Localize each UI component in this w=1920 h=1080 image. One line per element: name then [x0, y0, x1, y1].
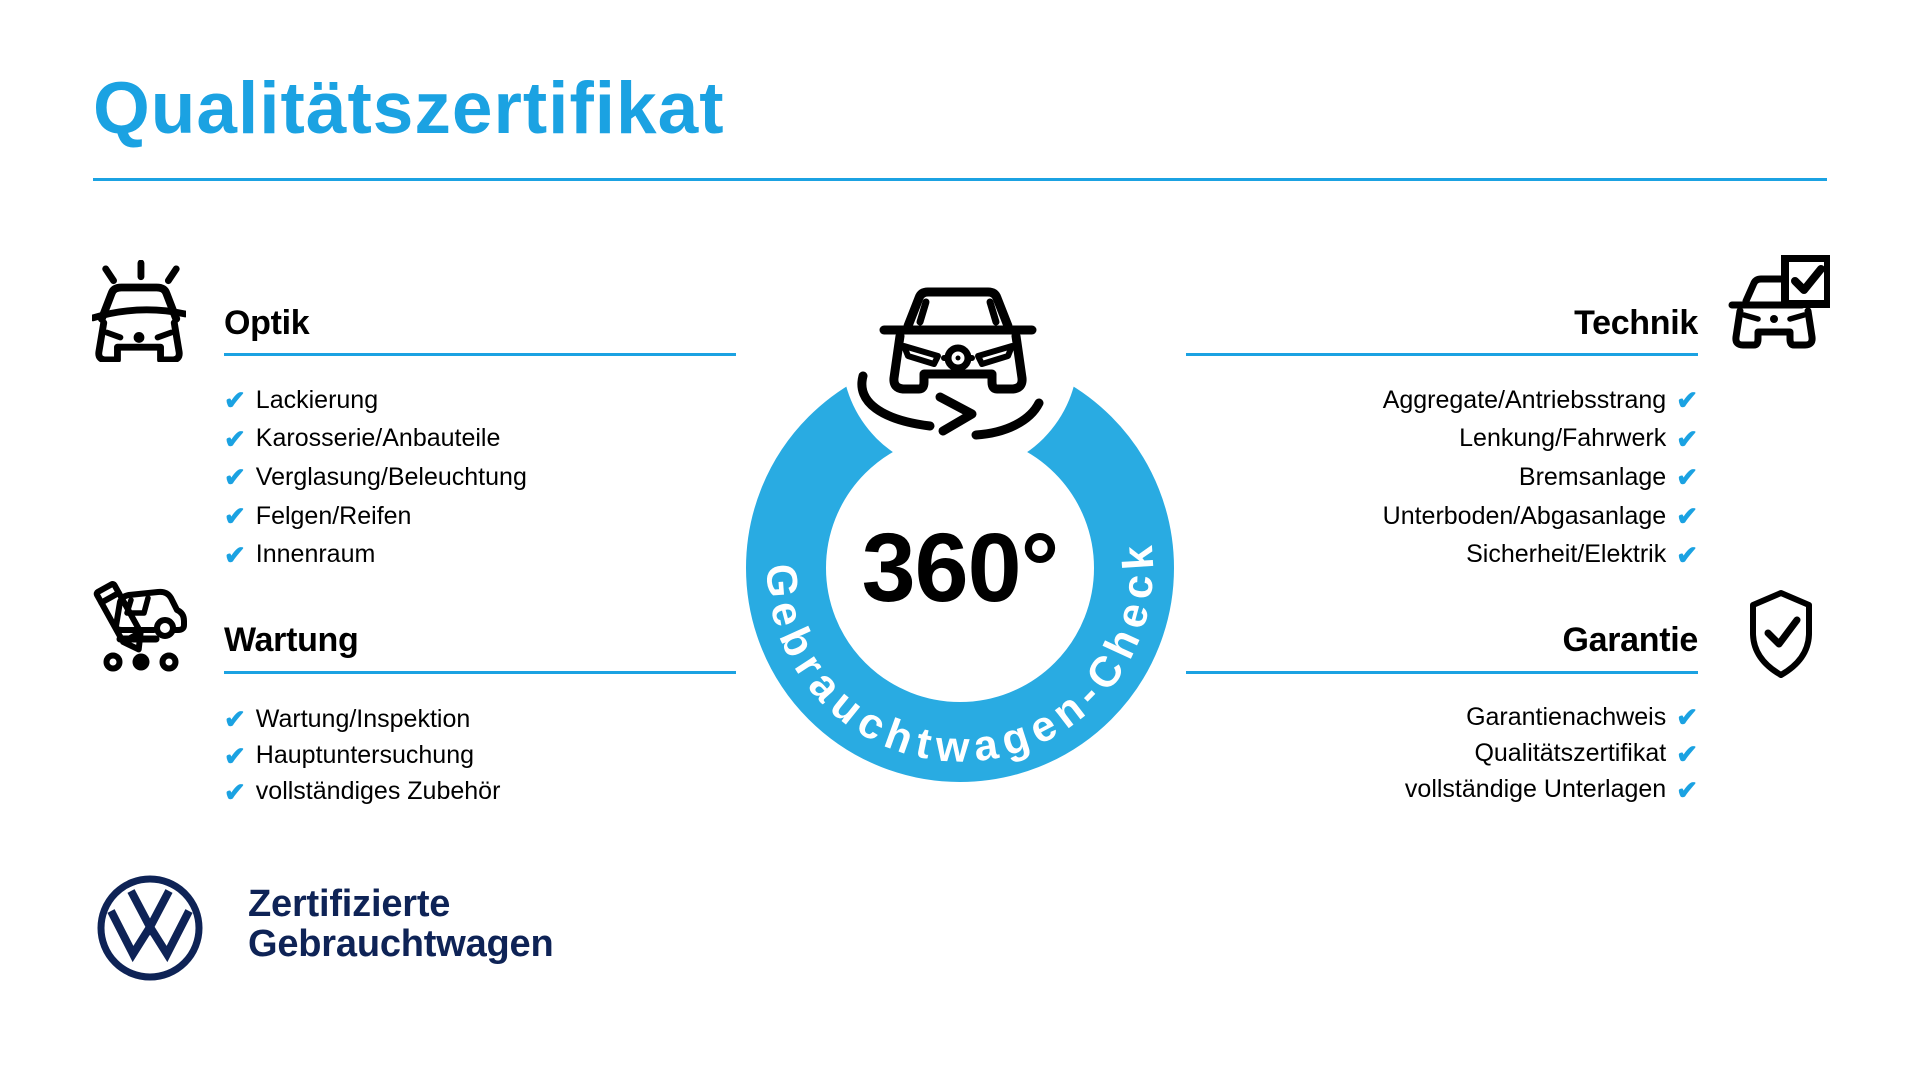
list-item: ✔ Felgen/Reifen: [224, 497, 527, 536]
check-icon: ✔: [224, 501, 246, 532]
item-label: Felgen/Reifen: [255, 501, 412, 530]
technik-list: Aggregate/Antriebsstrang ✔ Lenkung/Fahrwe…: [1186, 381, 1698, 574]
list-item: vollständige Unterlagen ✔: [1186, 772, 1698, 808]
list-item: ✔ Verglasung/Beleuchtung: [224, 458, 527, 497]
item-label: Verglasung/Beleuchtung: [255, 462, 527, 491]
list-item: ✔ Karosserie/Anbauteile: [224, 420, 527, 459]
check-icon: ✔: [1676, 462, 1698, 493]
vw-logo: [97, 875, 203, 981]
check-icon: ✔: [1676, 501, 1698, 532]
brand-text: Zertifizierte Gebrauchtwagen: [248, 884, 554, 964]
section-heading-technik: Technik: [1574, 304, 1698, 342]
item-label: Wartung/Inspektion: [255, 704, 471, 733]
list-item: Aggregate/Antriebsstrang ✔: [1186, 381, 1698, 420]
wartung-list: ✔ Wartung/Inspektion ✔ Hauptuntersuchung ✔…: [224, 701, 500, 810]
list-item: ✔ Innenraum: [224, 535, 527, 574]
check-icon: ✔: [1676, 423, 1698, 454]
section-heading-wartung: Wartung: [224, 621, 359, 659]
car-rotation-icon: [857, 287, 1044, 440]
item-label: Sicherheit/Elektrik: [1466, 540, 1667, 569]
shield-check-icon: [1750, 590, 1812, 678]
degrees-label: 360°: [862, 513, 1059, 622]
optik-list: ✔ Lackierung ✔ Karosserie/Anbauteile ✔ Verg…: [224, 381, 527, 574]
check-icon: ✔: [1676, 539, 1698, 570]
check-icon: ✔: [224, 539, 246, 570]
item-label: Hauptuntersuchung: [255, 741, 475, 770]
pencil-car-icon: [93, 581, 187, 672]
list-item: Qualitätszertifikat ✔: [1186, 735, 1698, 771]
item-label: Lenkung/Fahrwerk: [1459, 424, 1667, 453]
list-item: Unterboden/Abgasanlage ✔: [1186, 497, 1698, 536]
badge-360: Gebrauchtwagen-Check 360°: [746, 270, 1174, 782]
section-heading-garantie: Garantie: [1562, 621, 1698, 659]
check-icon: ✔: [224, 704, 246, 735]
check-icon: ✔: [1676, 385, 1698, 416]
list-item: ✔ Hauptuntersuchung: [224, 737, 500, 773]
section-rule-garantie: [1186, 671, 1698, 674]
section-rule-optik: [224, 353, 736, 356]
list-item: Bremsanlage ✔: [1186, 458, 1698, 497]
title-divider: [93, 178, 1827, 181]
check-icon: ✔: [224, 462, 246, 493]
check-icon: ✔: [1676, 774, 1698, 805]
section-rule-technik: [1186, 353, 1698, 356]
list-item: ✔ vollständiges Zubehör: [224, 774, 500, 810]
check-icon: ✔: [224, 423, 246, 454]
car-shine-icon: [92, 260, 186, 362]
list-item: Garantienachweis ✔: [1186, 699, 1698, 735]
check-icon: ✔: [224, 740, 246, 771]
item-label: Unterboden/Abgasanlage: [1382, 501, 1667, 530]
section-rule-wartung: [224, 671, 736, 674]
item-label: Aggregate/Antriebsstrang: [1382, 385, 1667, 414]
item-label: Karosserie/Anbauteile: [255, 424, 501, 453]
list-item: Sicherheit/Elektrik ✔: [1186, 535, 1698, 574]
item-label: vollständiges Zubehör: [255, 777, 501, 806]
item-label: Garantienachweis: [1466, 702, 1667, 731]
item-label: vollständige Unterlagen: [1404, 775, 1667, 804]
garantie-list: Garantienachweis ✔ Qualitätszertifikat ✔ v…: [1186, 699, 1698, 808]
check-icon: ✔: [1676, 738, 1698, 769]
list-item: ✔ Lackierung: [224, 381, 527, 420]
check-icon: ✔: [224, 385, 246, 416]
check-icon: ✔: [1676, 702, 1698, 733]
item-label: Bremsanlage: [1518, 462, 1667, 491]
item-label: Innenraum: [255, 540, 376, 569]
item-label: Lackierung: [255, 385, 379, 414]
page-title: Qualitätszertifikat: [93, 68, 725, 149]
list-item: ✔ Wartung/Inspektion: [224, 701, 500, 737]
section-heading-optik: Optik: [224, 304, 310, 342]
car-checkbox-icon: [1728, 255, 1830, 349]
item-label: Qualitätszertifikat: [1474, 739, 1667, 768]
brand-line-2: Gebrauchtwagen: [248, 923, 554, 965]
check-icon: ✔: [224, 776, 246, 807]
brand-line-1: Zertifizierte: [248, 883, 451, 925]
list-item: Lenkung/Fahrwerk ✔: [1186, 420, 1698, 459]
